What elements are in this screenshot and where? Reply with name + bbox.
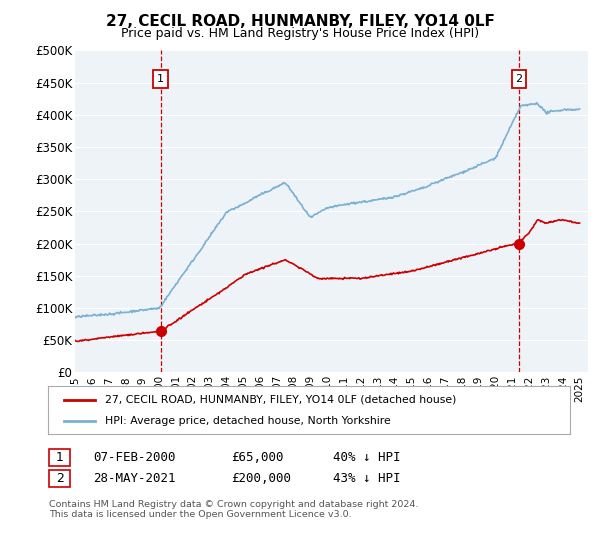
Text: HPI: Average price, detached house, North Yorkshire: HPI: Average price, detached house, Nort… bbox=[106, 416, 391, 426]
Text: £200,000: £200,000 bbox=[231, 472, 291, 486]
Text: 27, CECIL ROAD, HUNMANBY, FILEY, YO14 0LF: 27, CECIL ROAD, HUNMANBY, FILEY, YO14 0L… bbox=[106, 14, 494, 29]
Text: 28-MAY-2021: 28-MAY-2021 bbox=[93, 472, 176, 486]
Text: 40% ↓ HPI: 40% ↓ HPI bbox=[333, 451, 401, 464]
Text: Price paid vs. HM Land Registry's House Price Index (HPI): Price paid vs. HM Land Registry's House … bbox=[121, 27, 479, 40]
Text: 1: 1 bbox=[56, 451, 64, 464]
Text: 07-FEB-2000: 07-FEB-2000 bbox=[93, 451, 176, 464]
Text: 43% ↓ HPI: 43% ↓ HPI bbox=[333, 472, 401, 486]
Text: 1: 1 bbox=[157, 74, 164, 85]
Text: Contains HM Land Registry data © Crown copyright and database right 2024.
This d: Contains HM Land Registry data © Crown c… bbox=[49, 500, 419, 519]
Text: 27, CECIL ROAD, HUNMANBY, FILEY, YO14 0LF (detached house): 27, CECIL ROAD, HUNMANBY, FILEY, YO14 0L… bbox=[106, 395, 457, 405]
Text: 2: 2 bbox=[515, 74, 523, 85]
Text: £65,000: £65,000 bbox=[231, 451, 284, 464]
Text: 2: 2 bbox=[56, 472, 64, 486]
